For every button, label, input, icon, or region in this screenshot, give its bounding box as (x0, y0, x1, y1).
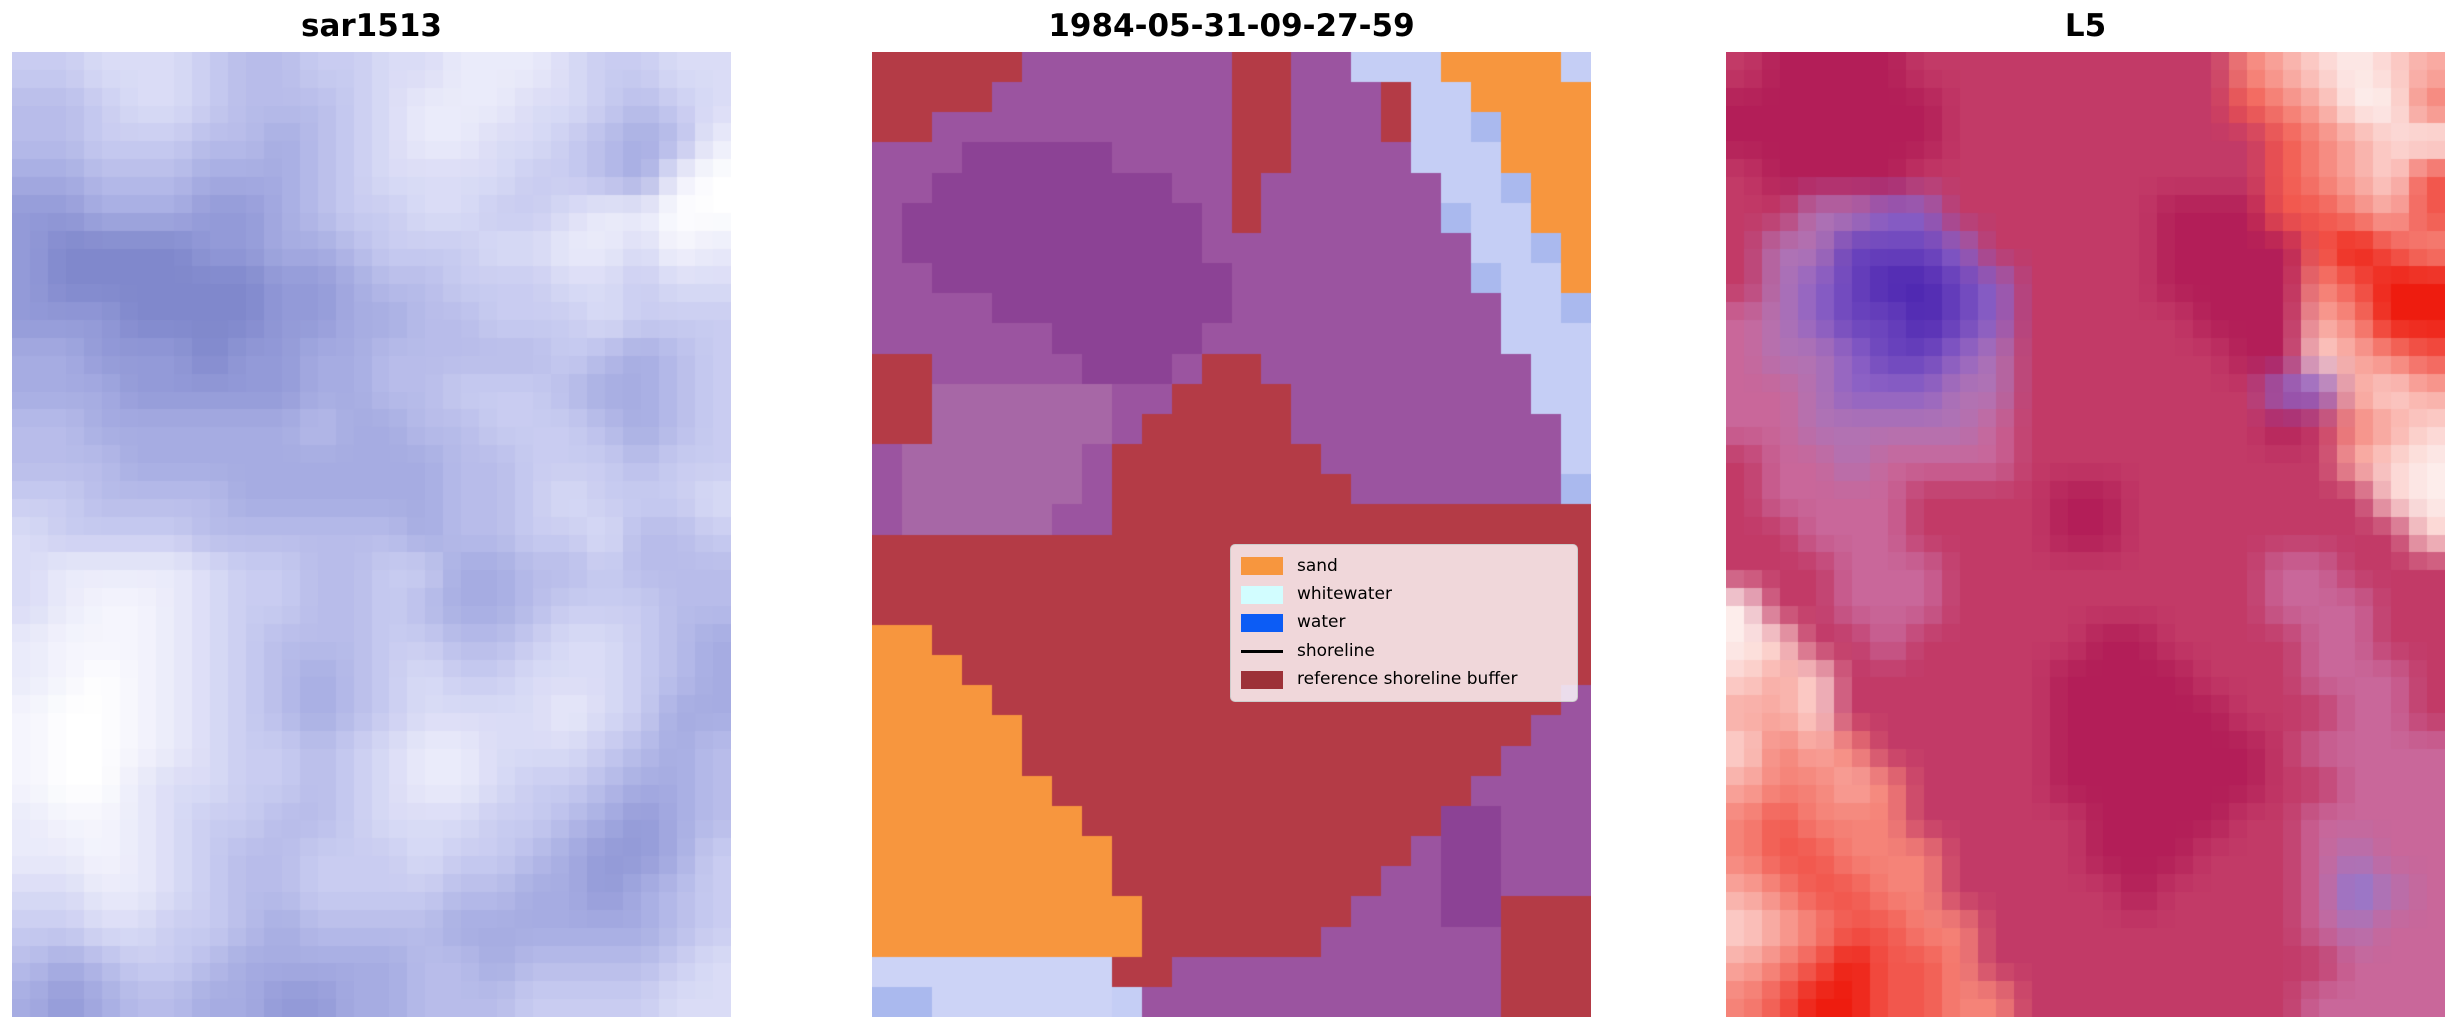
legend-label-reference-shoreline-buffer: reference shoreline buffer (1297, 669, 1518, 690)
sar-image-panel (12, 52, 731, 1017)
panel-title-l5: L5 (2064, 8, 2107, 44)
legend: sand whitewater water shoreline referenc… (1230, 544, 1578, 702)
legend-row-shoreline: shoreline (1241, 638, 1567, 664)
legend-label-whitewater: whitewater (1297, 584, 1392, 605)
legend-row-water: water (1241, 610, 1567, 636)
shoreline-line-icon (1241, 649, 1283, 653)
sand-swatch-icon (1241, 557, 1283, 576)
legend-label-shoreline: shoreline (1297, 640, 1375, 661)
whitewater-swatch-icon (1241, 585, 1283, 604)
legend-label-water: water (1297, 612, 1346, 633)
legend-row-whitewater: whitewater (1241, 582, 1567, 608)
legend-label-sand: sand (1297, 555, 1338, 576)
landsat5-image-panel (1726, 52, 2445, 1017)
water-swatch-icon (1241, 613, 1283, 632)
panel-title-classification-date: 1984-05-31-09-27-59 (1048, 8, 1415, 44)
panel-title-sar1513: sar1513 (301, 8, 442, 44)
legend-row-reference-shoreline-buffer: reference shoreline buffer (1241, 667, 1567, 693)
reference-shoreline-buffer-swatch-icon (1241, 670, 1283, 689)
legend-row-sand: sand (1241, 553, 1567, 579)
classification-map-panel (872, 52, 1591, 1017)
